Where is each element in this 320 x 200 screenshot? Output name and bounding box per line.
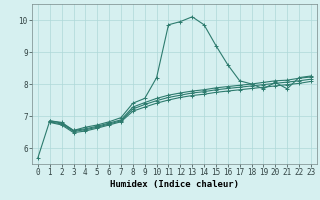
X-axis label: Humidex (Indice chaleur): Humidex (Indice chaleur) xyxy=(110,180,239,189)
